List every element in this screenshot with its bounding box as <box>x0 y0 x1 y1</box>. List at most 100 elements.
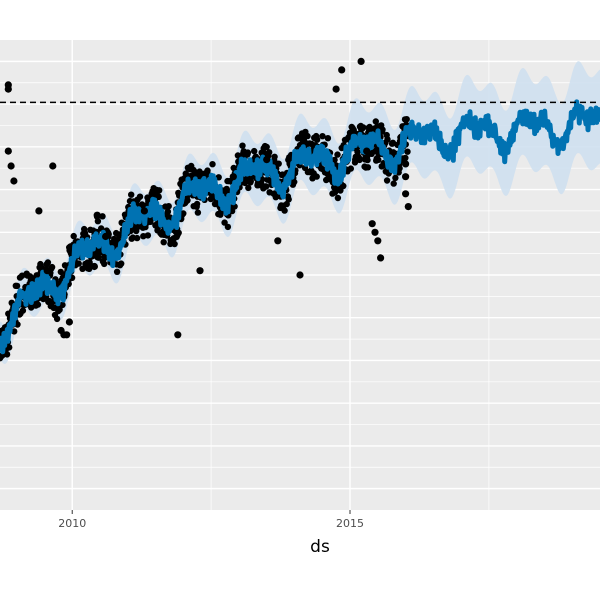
observed-point <box>372 118 379 125</box>
observed-point <box>57 268 64 276</box>
observed-point <box>384 136 391 143</box>
observed-point <box>263 183 270 190</box>
observed-point <box>392 174 399 182</box>
observed-point <box>61 262 69 269</box>
outlier-point <box>174 331 182 339</box>
x-tick-label: 2015 <box>336 517 364 530</box>
observed-point <box>128 191 135 198</box>
observed-point <box>34 301 42 308</box>
observed-point <box>75 260 82 267</box>
observed-point <box>193 200 201 208</box>
observed-point <box>165 203 172 210</box>
outlier-point <box>404 203 412 211</box>
outlier-point <box>296 271 304 279</box>
x-axis-title: ds <box>310 537 330 557</box>
observed-point <box>263 143 270 151</box>
outlier-point <box>63 331 71 339</box>
observed-point <box>48 263 56 271</box>
outlier-point <box>35 207 43 215</box>
observed-point <box>13 282 21 290</box>
outlier-point <box>363 147 371 155</box>
observed-point <box>334 151 341 158</box>
observed-point <box>396 165 403 172</box>
observed-point <box>334 194 342 202</box>
observed-point <box>144 232 152 239</box>
outlier-point <box>402 160 410 168</box>
uncertainty-band <box>0 61 600 364</box>
observed-point <box>184 197 191 204</box>
observed-point <box>46 297 53 305</box>
observed-point <box>281 207 288 214</box>
observed-point <box>156 187 163 194</box>
observed-point <box>118 260 125 267</box>
observed-point <box>94 218 102 225</box>
observed-point <box>245 184 252 192</box>
observed-point <box>402 154 409 162</box>
outlier-point <box>274 237 282 245</box>
observed-point <box>304 132 311 140</box>
observed-point <box>180 210 187 217</box>
observed-point <box>364 164 372 171</box>
observed-point <box>136 193 144 200</box>
observed-point <box>271 153 278 160</box>
observed-point <box>313 173 320 180</box>
outlier-point <box>352 156 360 164</box>
observed-point <box>354 148 361 156</box>
observed-point <box>3 351 11 358</box>
observed-point <box>59 301 66 309</box>
observed-point <box>133 227 140 235</box>
observed-point <box>224 223 232 231</box>
outlier-point <box>402 173 410 181</box>
outlier-point <box>371 228 379 236</box>
observed-point <box>56 306 63 313</box>
observed-point <box>160 239 167 246</box>
observed-point <box>113 268 121 275</box>
observed-point <box>340 182 347 190</box>
outlier-point <box>93 211 101 219</box>
observed-point <box>244 149 252 156</box>
observed-point <box>175 229 182 236</box>
observed-point <box>133 234 141 242</box>
observed-point <box>6 344 13 351</box>
observed-point <box>155 193 162 201</box>
x-axis-ticks: 2010 2015 <box>58 510 364 530</box>
outlier-point <box>357 57 365 65</box>
observed-point <box>209 161 216 168</box>
observed-point <box>164 208 172 215</box>
observed-point <box>251 147 258 155</box>
observed-point <box>404 148 411 155</box>
observed-point <box>99 213 106 220</box>
outlier-point <box>102 232 110 241</box>
outlier-point <box>4 85 12 93</box>
observed-point <box>171 240 178 248</box>
observed-point <box>383 177 391 184</box>
x-tick-label: 2010 <box>58 517 86 530</box>
observed-point <box>19 307 27 314</box>
observed-point <box>266 149 273 156</box>
outlier-points <box>4 57 412 339</box>
outlier-point <box>338 66 346 74</box>
outlier-point <box>90 262 98 271</box>
observed-point <box>319 133 326 140</box>
observed-point <box>79 265 86 272</box>
observed-point <box>375 156 382 163</box>
observed-point <box>44 259 52 266</box>
observed-point <box>403 116 410 123</box>
observed-point <box>360 124 367 131</box>
observed-point <box>53 315 61 323</box>
observed-point <box>230 164 237 172</box>
observed-point <box>95 254 102 261</box>
outlier-point <box>263 156 271 164</box>
outlier-point <box>7 162 15 170</box>
outlier-point <box>377 254 385 262</box>
outlier-point <box>49 162 57 170</box>
observed-point <box>364 156 371 164</box>
outlier-point <box>374 237 382 245</box>
outlier-point <box>196 267 204 275</box>
observed-point <box>239 142 246 149</box>
observed-point <box>390 180 397 187</box>
outlier-point <box>229 173 237 181</box>
observed-point <box>204 167 211 174</box>
outlier-point <box>4 147 12 155</box>
